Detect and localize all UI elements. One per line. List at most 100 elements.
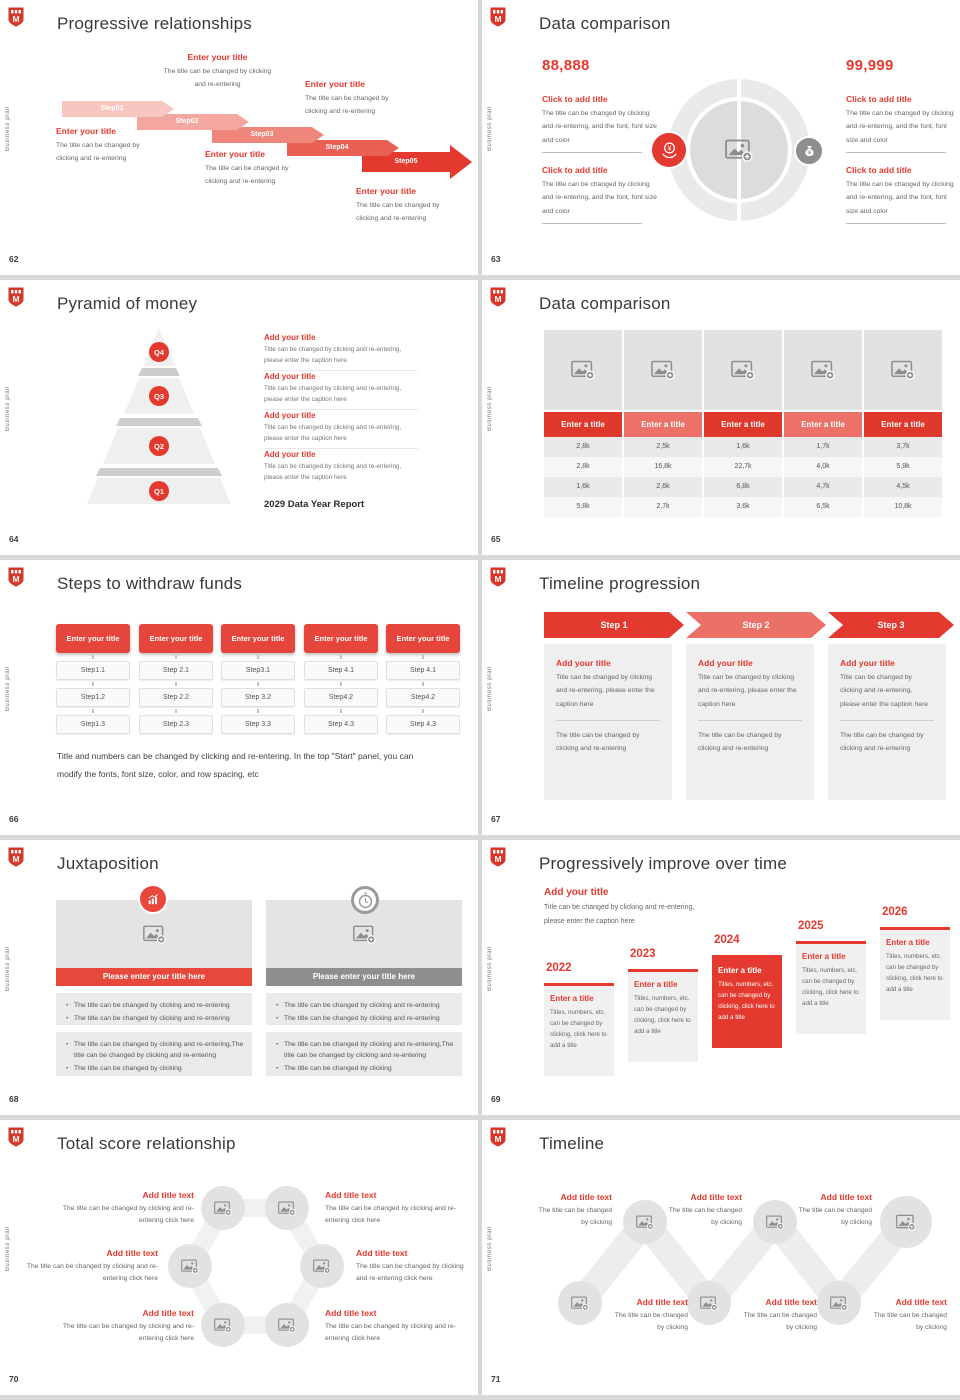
- arrow-step-1: Step01: [62, 101, 174, 117]
- divider: [846, 223, 946, 224]
- svg-text:M: M: [12, 574, 19, 584]
- divider: [542, 223, 642, 224]
- item-text-block: Add title text The title can be changed b…: [26, 1248, 158, 1283]
- slide-title: Juxtaposition: [57, 854, 159, 873]
- image-placeholder-icon: [896, 1214, 916, 1231]
- slide-70[interactable]: M Business plan Total score relationship…: [0, 1120, 478, 1395]
- step-label: Step 3: [877, 620, 905, 630]
- slide-64[interactable]: M Business plan Pyramid of money Q4 Q3 Q…: [0, 280, 478, 555]
- slide-63[interactable]: M Business plan Data comparison 88,888 C…: [482, 0, 960, 275]
- image-circle: [880, 1196, 932, 1248]
- note-paragraph: Title and numbers can be changed by clic…: [57, 751, 414, 780]
- text-block: Click to add title The title can be chang…: [846, 165, 954, 215]
- column-header: Enter a title: [864, 412, 942, 437]
- image-placeholder-icon: [142, 925, 166, 944]
- step-arrow-2: Step 2: [686, 612, 826, 638]
- svg-text:M: M: [494, 1134, 501, 1144]
- slide-65[interactable]: M Business plan Data comparison Enter a …: [482, 280, 960, 555]
- step-title-button: Enter your title: [221, 624, 295, 653]
- text-block: Click to add title The title can be chang…: [542, 94, 657, 144]
- image-circle: [687, 1281, 731, 1325]
- item-text-block: Add title text The title can be changed b…: [62, 1190, 194, 1225]
- item-text-block: Add title text The title can be changed b…: [668, 1192, 742, 1227]
- steps-column: Enter your title Step1.1 Step1.2 Step1.3: [56, 624, 130, 734]
- slide-71[interactable]: M Business plan Timeline Add title text T…: [482, 1120, 960, 1395]
- page-number: 69: [491, 1094, 501, 1104]
- table-cell: 6,8k: [704, 477, 782, 497]
- pyramid-text-block: Add your title Title can be changed by cl…: [264, 450, 402, 482]
- divider: [264, 370, 418, 371]
- brand-logo-icon: M: [490, 1127, 506, 1147]
- connector: [257, 709, 259, 713]
- step-card: Add your title Title can be changed by cl…: [828, 644, 946, 800]
- connector: [92, 682, 94, 686]
- year-underline: [712, 955, 782, 958]
- step-title-button: Enter your title: [304, 624, 378, 653]
- divider: [542, 152, 642, 153]
- step-box: Step 2.3: [139, 715, 213, 734]
- slide-title: Progressive relationships: [57, 14, 252, 33]
- year-label: 2023: [630, 948, 656, 960]
- connector: [175, 709, 177, 713]
- image-placeholder-icon: [181, 1259, 199, 1274]
- sidebar-vertical-label: Business plan: [487, 666, 493, 712]
- svg-text:M: M: [494, 294, 501, 304]
- step-box: Step1.2: [56, 688, 130, 707]
- connector: [257, 655, 259, 659]
- sidebar-vertical-label: Business plan: [487, 946, 493, 992]
- table-cell: 22,7k: [704, 457, 782, 477]
- divider: [846, 152, 946, 153]
- slide-68[interactable]: M Business plan Juxtaposition Please ent…: [0, 840, 478, 1115]
- slide-69[interactable]: M Business plan Progressively improve ov…: [482, 840, 960, 1115]
- table-cell: 3,6k: [704, 497, 782, 517]
- text-block: Click to add title The title can be chang…: [542, 165, 657, 215]
- step-label: Step03: [250, 131, 274, 138]
- pyramid-text-block: Add your title Title can be changed by cl…: [264, 333, 402, 365]
- svg-text:M: M: [494, 574, 501, 584]
- slide-62[interactable]: M Business plan Progressive relationship…: [0, 0, 478, 275]
- image-circle: [265, 1303, 309, 1347]
- step-box: Step 3.3: [221, 715, 295, 734]
- slide-67[interactable]: M Business plan Timeline progression Ste…: [482, 560, 960, 835]
- connector: [92, 655, 94, 659]
- arrow-step-3: Step03: [212, 127, 324, 143]
- page-number: 65: [491, 534, 501, 544]
- year-label: 2026: [882, 906, 908, 918]
- image-circle: [201, 1186, 245, 1230]
- step-box: Step4.2: [386, 688, 460, 707]
- brand-logo-icon: M: [8, 567, 24, 587]
- column-header: Enter a title: [544, 412, 622, 437]
- step-label: Step04: [325, 144, 349, 151]
- year-card: Enter a title Titles, numbers, etc. can b…: [796, 944, 866, 1034]
- divider: [698, 719, 802, 721]
- brand-logo-icon: M: [8, 1127, 24, 1147]
- sidebar-vertical-label: Business plan: [5, 386, 11, 432]
- slide-title: Timeline: [539, 1134, 605, 1153]
- image-placeholder-icon: [278, 1201, 296, 1216]
- item-text-block: Add title text The title can be changed b…: [614, 1297, 688, 1332]
- connector: [92, 709, 94, 713]
- slide-title: Pyramid of money: [57, 294, 198, 313]
- svg-text:M: M: [12, 1134, 19, 1144]
- year-card: Enter a title Titles, numbers, etc. can b…: [628, 972, 698, 1062]
- page-number: 66: [9, 814, 19, 824]
- table-cell: 5,8k: [544, 497, 622, 517]
- step-label: Step 1: [600, 620, 628, 630]
- connector: [340, 709, 342, 713]
- connector: [340, 655, 342, 659]
- level-label: Q3: [154, 392, 164, 401]
- title-bar: Please enter your title here: [266, 968, 462, 986]
- year-card: Enter a title Titles, numbers, etc. can b…: [544, 986, 614, 1076]
- slide-66[interactable]: M Business plan Steps to withdraw funds …: [0, 560, 478, 835]
- money-bag-icon: ¥: [794, 136, 824, 166]
- connector: [175, 655, 177, 659]
- item-text-block: Add title text The title can be changed b…: [62, 1308, 194, 1343]
- step-text-block: Enter your title The title can be changed…: [356, 186, 440, 223]
- table-cell: 1,7k: [784, 437, 862, 457]
- image-placeholder-icon: [571, 1296, 589, 1311]
- step-label: Step02: [175, 118, 199, 125]
- table-column: Enter a title 2,5k 16,8k 2,6k 2,7k: [624, 330, 702, 517]
- table-cell: 2,8k: [544, 457, 622, 477]
- table-cell: 2,8k: [544, 437, 622, 457]
